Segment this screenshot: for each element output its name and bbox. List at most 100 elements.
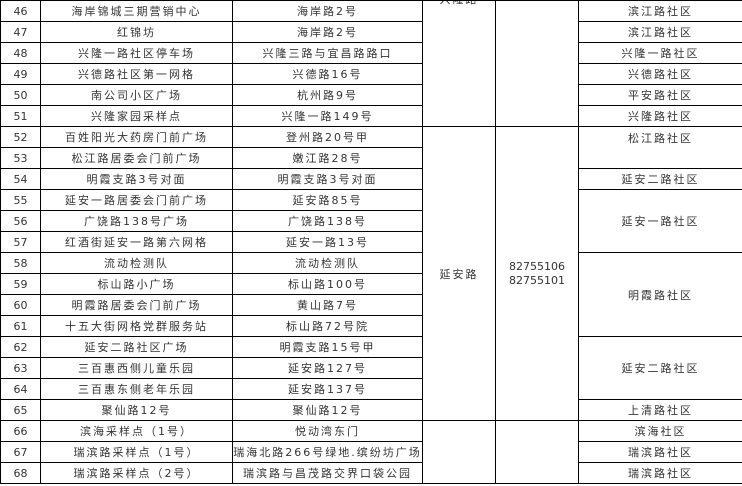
table-row: 60 明霞路居委会门前广场 黄山路7号 xyxy=(0,294,742,316)
site-address: 杭州路9号 xyxy=(232,84,423,106)
row-number: 46 xyxy=(0,0,41,22)
phone-number: 82755101 xyxy=(509,273,565,287)
site-address: 兴德路16号 xyxy=(232,63,423,85)
phone-number: 83725566 xyxy=(497,2,578,6)
community: 上清路社区 xyxy=(578,399,742,421)
site-address: 兴隆一路149号 xyxy=(232,105,423,127)
sampling-site: 兴德路社区第一网格 xyxy=(40,63,233,85)
row-number: 61 xyxy=(0,315,41,337)
sampling-site: 流动检测队 xyxy=(40,252,233,274)
table-row: 56 广饶路138号广场 广饶路138号 xyxy=(0,210,742,232)
row-number: 53 xyxy=(0,147,41,169)
sampling-site: 三百惠西侧儿童乐园 xyxy=(40,357,233,379)
community: 明霞路社区 xyxy=(578,252,742,337)
table-row: 54 明霞支路3号对面 明霞支路3号对面 延安二路社区 xyxy=(0,168,742,190)
site-address: 瑞滨路与昌茂路交界口袋公园 xyxy=(232,462,423,484)
site-address: 嫩江路28号 xyxy=(232,147,423,169)
sampling-site: 三百惠东侧老年乐园 xyxy=(40,378,233,400)
street-cell: 兴隆路 xyxy=(422,0,496,127)
site-address: 流动检测队 xyxy=(232,252,423,274)
row-number: 52 xyxy=(0,126,41,148)
community: 平安路社区 xyxy=(578,84,742,106)
table-row: 46海岸锦城三期营销中心海岸路2号兴隆路83725566滨江路社区 xyxy=(0,0,742,127)
site-address: 海岸路2号 xyxy=(232,0,423,22)
table-row: 51 兴隆家园采样点 兴隆一路149号 兴隆路社区 xyxy=(0,105,742,127)
row-number: 54 xyxy=(0,168,41,190)
sampling-site: 标山路小广场 xyxy=(40,273,233,295)
site-address: 悦动湾东门 xyxy=(232,420,423,442)
row-number: 56 xyxy=(0,210,41,232)
table-row: 49 兴德路社区第一网格 兴德路16号 兴德路社区 xyxy=(0,63,742,85)
site-address: 延安路127号 xyxy=(232,357,423,379)
community: 延安一路社区 xyxy=(578,189,742,253)
sampling-site: 兴隆一路社区停车场 xyxy=(40,42,233,64)
sampling-site: 延安二路社区广场 xyxy=(40,336,233,358)
site-address: 兴隆三路与宜昌路路口 xyxy=(232,42,423,64)
row-number: 66 xyxy=(0,420,41,442)
phone-cell: 83725566 xyxy=(495,0,579,127)
row-number: 65 xyxy=(0,399,41,421)
sampling-site: 明霞路居委会门前广场 xyxy=(40,294,233,316)
row-number: 55 xyxy=(0,189,41,211)
site-address: 广饶路138号 xyxy=(232,210,423,232)
table-row: 58 流动检测队 流动检测队 明霞路社区 xyxy=(0,252,742,337)
site-address: 黄山路7号 xyxy=(232,294,423,316)
sampling-site: 红锦坊 xyxy=(40,21,233,43)
community: 瑞滨路社区 xyxy=(578,462,742,484)
site-address: 延安一路13号 xyxy=(232,231,423,253)
row-number: 59 xyxy=(0,273,41,295)
table-row: 63 三百惠西侧儿童乐园 延安路127号 xyxy=(0,357,742,379)
sampling-site: 海岸锦城三期营销中心 xyxy=(40,0,233,22)
table-row: 52 百姓阳光大药房门前广场 登州路20号甲延安路 82755106 82755101 松… xyxy=(0,126,742,421)
row-number: 50 xyxy=(0,84,41,106)
sampling-site: 南公司小区广场 xyxy=(40,84,233,106)
sampling-site: 延安一路居委会门前广场 xyxy=(40,189,233,211)
table-row: 62 延安二路社区广场 明霞支路15号甲 延安二路社区 xyxy=(0,336,742,400)
site-address: 聚仙路12号 xyxy=(232,399,423,421)
site-address: 登州路20号甲 xyxy=(232,126,423,148)
site-address: 明霞支路15号甲 xyxy=(232,336,423,358)
table-row: 59 标山路小广场 标山路100号 xyxy=(0,273,742,295)
table-row: 48 兴隆一路社区停车场 兴隆三路与宜昌路路口 兴隆一路社区 xyxy=(0,42,742,64)
community: 松江路社区 xyxy=(578,126,742,169)
street-cell xyxy=(422,420,496,484)
sampling-site: 瑞滨路采样点（2号） xyxy=(40,462,233,484)
row-number: 60 xyxy=(0,294,41,316)
sampling-site: 聚仙路12号 xyxy=(40,399,233,421)
table-row: 47 红锦坊 海岸路2号 滨江路社区 xyxy=(0,21,742,43)
community: 瑞滨路社区 xyxy=(578,441,742,463)
community: 滨江路社区 xyxy=(578,21,742,43)
community: 延安二路社区 xyxy=(578,336,742,400)
site-address: 明霞支路3号对面 xyxy=(232,168,423,190)
phone-number: 82755106 xyxy=(509,259,565,273)
street-cell: 延安路 xyxy=(422,126,496,421)
community: 兴隆一路社区 xyxy=(578,42,742,64)
sampling-site: 瑞滨路采样点（1号） xyxy=(40,441,233,463)
community: 滨海社区 xyxy=(578,420,742,442)
community: 延安二路社区 xyxy=(578,168,742,190)
sampling-site: 明霞支路3号对面 xyxy=(40,168,233,190)
street-name: 兴隆路 xyxy=(424,2,495,8)
table-row: 50 南公司小区广场 杭州路9号 平安路社区 xyxy=(0,84,742,106)
row-number: 58 xyxy=(0,252,41,274)
community: 滨江路社区 xyxy=(578,0,742,22)
row-number: 48 xyxy=(0,42,41,64)
site-address: 延安路85号 xyxy=(232,189,423,211)
community: 兴隆路社区 xyxy=(578,105,742,127)
table-row: 67 瑞滨路采样点（1号） 瑞海北路266号绿地.缤纷坊广场 瑞滨路社区 xyxy=(0,441,742,463)
sampling-site: 兴隆家园采样点 xyxy=(40,105,233,127)
site-address: 延安路137号 xyxy=(232,378,423,400)
row-number: 64 xyxy=(0,378,41,400)
table-row: 64 三百惠东侧老年乐园 延安路137号 xyxy=(0,378,742,400)
row-number: 67 xyxy=(0,441,41,463)
sampling-site: 百姓阳光大药房门前广场 xyxy=(40,126,233,148)
site-address: 海岸路2号 xyxy=(232,21,423,43)
table-row: 57 红酒街延安一路第六网格 延安一路13号 xyxy=(0,231,742,253)
row-number: 51 xyxy=(0,105,41,127)
street-name: 延安路 xyxy=(439,267,479,281)
table-row: 65 聚仙路12号 聚仙路12号 上清路社区 xyxy=(0,399,742,421)
row-number: 49 xyxy=(0,63,41,85)
sampling-site: 松江路居委会门前广场 xyxy=(40,147,233,169)
sampling-site: 广饶路138号广场 xyxy=(40,210,233,232)
